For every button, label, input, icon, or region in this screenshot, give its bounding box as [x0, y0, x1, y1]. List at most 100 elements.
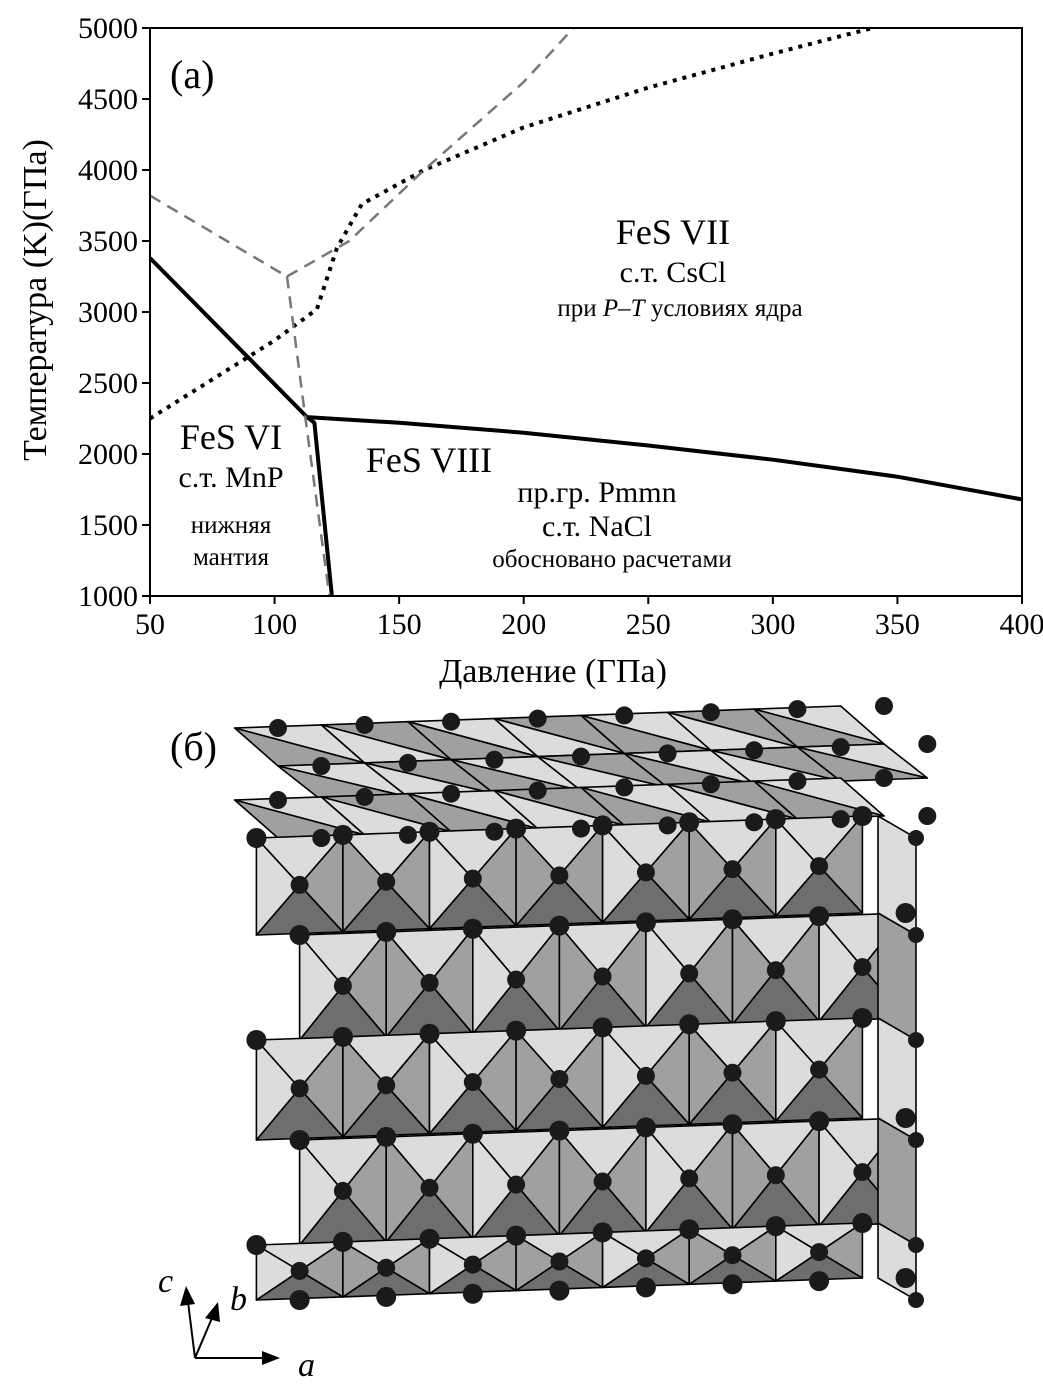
atom [506, 1225, 527, 1246]
atom [788, 772, 807, 791]
y-axis-title: Температура (K)(ГПа) [17, 139, 54, 461]
atom [289, 925, 310, 945]
atom [507, 970, 526, 989]
octahedron-face-left [558, 1129, 604, 1237]
atom [895, 1108, 916, 1128]
fes7-cond-t: T [631, 295, 647, 322]
x-tick-label: 100 [252, 608, 297, 641]
octahedron-face-left [342, 1241, 388, 1298]
atom [290, 875, 309, 894]
atom [766, 961, 785, 980]
atom [701, 703, 720, 722]
x-tick-label: 250 [626, 608, 671, 641]
phase-boundary-dashed-6 [286, 27, 575, 278]
atom [332, 824, 353, 845]
atom [895, 903, 916, 923]
octahedron-face-left [255, 1039, 301, 1141]
octahedron-face-left [515, 1029, 561, 1132]
fes8-structure-type: с.т. NaCl [542, 510, 652, 543]
atom [312, 757, 331, 775]
atom [679, 812, 700, 833]
phase-boundary-dashed-4 [149, 194, 288, 278]
atom [506, 1020, 527, 1041]
octahedron-face-left [342, 1036, 388, 1138]
atom [680, 1169, 699, 1188]
fes8-name: FeS VIII [366, 440, 492, 480]
atom [462, 1123, 483, 1144]
axis-a-arrowhead [262, 1351, 280, 1365]
atom [549, 1120, 570, 1141]
octahedron-face-left [601, 1026, 647, 1129]
atom [853, 1163, 872, 1182]
fes7-conditions: при P–T условиях ядра [557, 295, 802, 322]
octahedron-face-left [385, 1136, 431, 1243]
phase-boundary-dashed-5 [285, 276, 331, 597]
octahedron-face-left [255, 1244, 301, 1301]
ticks-layer: 50 100 150 200 250 300 350 400 1000 1500 2000 2500 3… [78, 12, 1043, 641]
atom [289, 1130, 310, 1150]
atom [376, 1126, 397, 1147]
atom [246, 1030, 267, 1050]
atom [528, 781, 547, 800]
y-tick-label: 3000 [78, 296, 138, 329]
axis-a-label: a [298, 1347, 315, 1384]
atom [908, 1032, 924, 1048]
octahedron-face-left [818, 1120, 864, 1227]
atom [831, 810, 850, 829]
atom [550, 1252, 569, 1271]
octahedron-face-left [731, 1123, 777, 1231]
atom [592, 1017, 613, 1038]
atom [398, 825, 417, 844]
atom [355, 715, 374, 734]
atom [908, 1237, 924, 1253]
fes7-name: FeS VII [616, 212, 730, 252]
atom [788, 700, 807, 719]
octahedron-face-left [558, 924, 604, 1032]
atom [810, 857, 829, 876]
octahedron-face-left [471, 1132, 517, 1240]
octahedron-face-left [428, 1032, 474, 1135]
atom [290, 1079, 309, 1098]
atom [635, 1277, 656, 1298]
axis-c-label: c [158, 1263, 173, 1300]
atom [852, 806, 873, 826]
x-tick-label: 400 [1000, 608, 1043, 641]
atom [269, 791, 287, 809]
octahedron-face-left [688, 1023, 734, 1126]
atom [419, 1228, 440, 1249]
atom [908, 1292, 924, 1308]
x-tick-label: 350 [875, 608, 920, 641]
panel-label-b: (б) [170, 724, 217, 769]
crystal-structure-illustration [233, 697, 937, 1310]
fes7-structure-type: с.т. CsCl [620, 256, 727, 289]
phase-boundary-dotted-3 [148, 26, 873, 421]
x-tick-label: 150 [377, 608, 422, 641]
atom [420, 1178, 439, 1197]
atom [680, 964, 699, 983]
atom [528, 709, 547, 728]
x-tick-label: 200 [501, 608, 546, 641]
x-tick-label: 50 [135, 608, 165, 641]
atom [333, 976, 352, 995]
atom [376, 921, 397, 942]
atom [765, 809, 786, 830]
atom [852, 1213, 873, 1233]
atom [679, 1219, 700, 1240]
octahedron-face-left [774, 1020, 820, 1122]
atom [593, 967, 612, 986]
atom [745, 813, 764, 832]
atom [442, 712, 461, 731]
fes7-cond-p: P [602, 295, 618, 322]
y-tick-label: 2000 [78, 438, 138, 471]
fes7-cond-pre: при [557, 295, 603, 322]
octahedron-face-left [731, 918, 777, 1026]
atom [636, 1066, 655, 1085]
atom [895, 1268, 916, 1288]
fes6-note-line1: нижняя [191, 512, 272, 539]
octahedron-face-left [342, 834, 388, 933]
octahedron-face-left [515, 1234, 561, 1292]
octahedron-face-left [298, 1139, 344, 1246]
atom [831, 738, 850, 757]
atom [636, 863, 655, 882]
lattice-axes-indicator: c b a [158, 1263, 315, 1384]
